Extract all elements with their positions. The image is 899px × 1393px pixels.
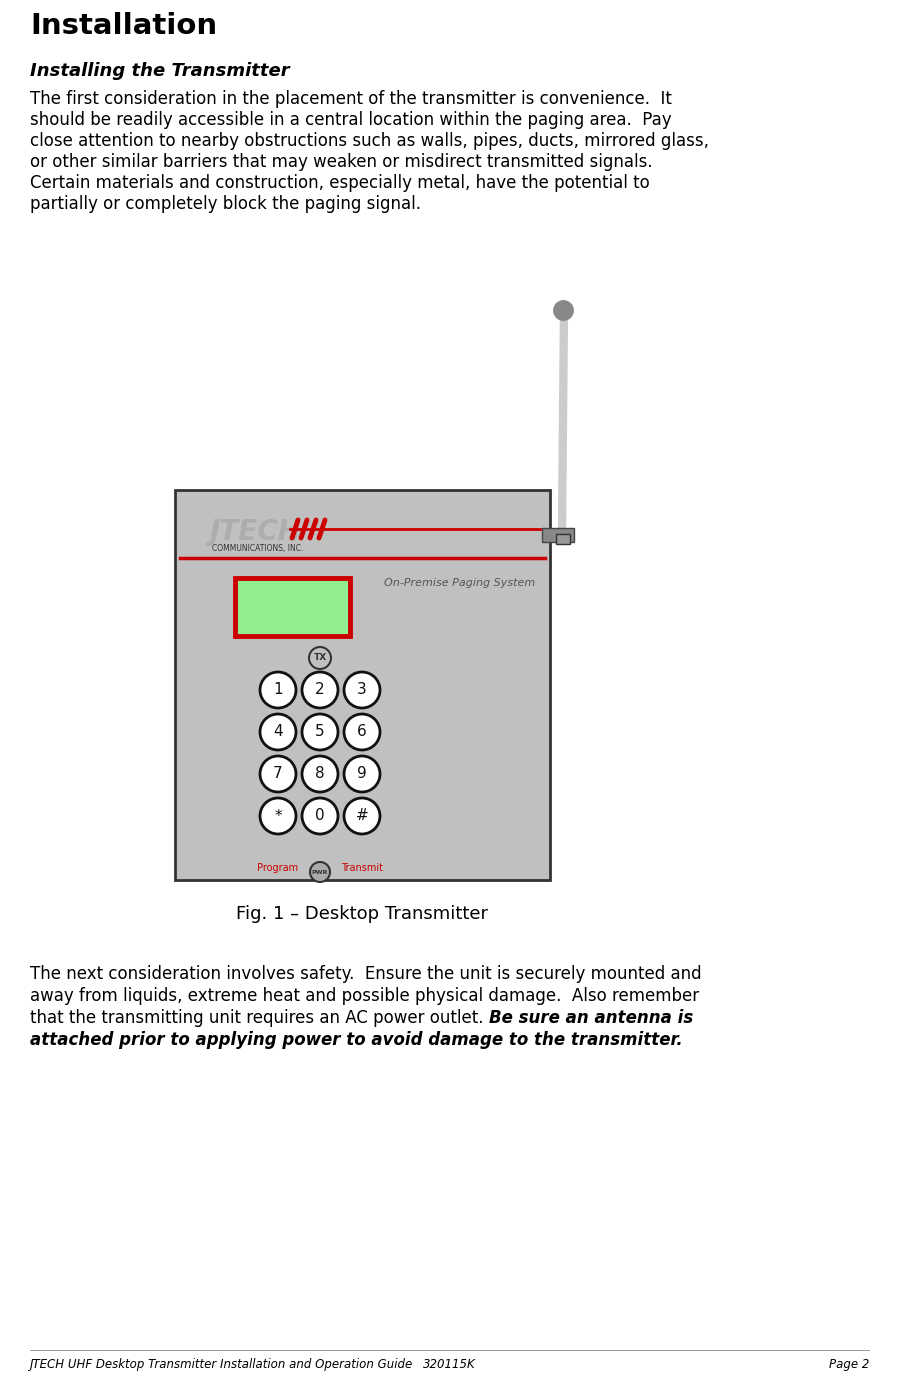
Text: Program: Program: [257, 864, 298, 873]
Text: close attention to nearby obstructions such as walls, pipes, ducts, mirrored gla: close attention to nearby obstructions s…: [30, 132, 709, 150]
Text: that the transmitting unit requires an AC power outlet.: that the transmitting unit requires an A…: [30, 1009, 489, 1027]
Circle shape: [260, 671, 296, 708]
Text: Certain materials and construction, especially metal, have the potential to: Certain materials and construction, espe…: [30, 174, 650, 192]
Bar: [542, 528, 574, 542]
Text: 3: 3: [357, 683, 367, 698]
Text: 1: 1: [273, 683, 283, 698]
Circle shape: [310, 862, 330, 882]
Circle shape: [302, 715, 338, 749]
Text: or other similar barriers that may weaken or misdirect transmitted signals.: or other similar barriers that may weake…: [30, 153, 653, 171]
Text: #: #: [356, 808, 369, 823]
Circle shape: [260, 756, 296, 793]
Text: The first consideration in the placement of the transmitter is convenience.  It: The first consideration in the placement…: [30, 91, 672, 109]
Text: Fig. 1 – Desktop Transmitter: Fig. 1 – Desktop Transmitter: [236, 905, 488, 924]
Text: Installation: Installation: [30, 13, 218, 40]
Circle shape: [260, 715, 296, 749]
Text: 320115K: 320115K: [423, 1358, 476, 1371]
Circle shape: [344, 756, 380, 793]
Bar: [556, 534, 570, 545]
Circle shape: [344, 798, 380, 834]
Text: 7: 7: [273, 766, 283, 781]
Text: Be sure an antenna is: Be sure an antenna is: [489, 1009, 693, 1027]
Text: *: *: [274, 808, 281, 823]
Circle shape: [309, 646, 331, 669]
Bar: [235, 578, 350, 637]
Text: attached prior to applying power to avoid damage to the transmitter.: attached prior to applying power to avoi…: [30, 1031, 682, 1049]
Text: should be readily accessible in a central location within the paging area.  Pay: should be readily accessible in a centra…: [30, 111, 672, 130]
Text: TX: TX: [314, 653, 326, 663]
Circle shape: [344, 715, 380, 749]
Text: PWR: PWR: [312, 869, 328, 875]
Text: 8: 8: [316, 766, 325, 781]
Text: JTECH UHF Desktop Transmitter Installation and Operation Guide: JTECH UHF Desktop Transmitter Installati…: [30, 1358, 414, 1371]
Circle shape: [302, 798, 338, 834]
Text: JTECH: JTECH: [210, 518, 302, 546]
Text: 9: 9: [357, 766, 367, 781]
Text: 5: 5: [316, 724, 325, 740]
Text: partially or completely block the paging signal.: partially or completely block the paging…: [30, 195, 421, 213]
Text: 2: 2: [316, 683, 325, 698]
Text: Page 2: Page 2: [829, 1358, 869, 1371]
Circle shape: [302, 756, 338, 793]
Bar: [175, 490, 550, 880]
Text: COMMUNICATIONS, INC.: COMMUNICATIONS, INC.: [212, 545, 303, 553]
Text: 6: 6: [357, 724, 367, 740]
Text: On-Premise Paging System: On-Premise Paging System: [384, 578, 535, 588]
Circle shape: [260, 798, 296, 834]
Text: away from liquids, extreme heat and possible physical damage.  Also remember: away from liquids, extreme heat and poss…: [30, 988, 699, 1004]
Circle shape: [344, 671, 380, 708]
Text: Installing the Transmitter: Installing the Transmitter: [30, 63, 289, 79]
Text: 0: 0: [316, 808, 325, 823]
Circle shape: [302, 671, 338, 708]
Text: 4: 4: [273, 724, 283, 740]
Text: Transmit: Transmit: [341, 864, 383, 873]
Text: The next consideration involves safety.  Ensure the unit is securely mounted and: The next consideration involves safety. …: [30, 965, 701, 983]
